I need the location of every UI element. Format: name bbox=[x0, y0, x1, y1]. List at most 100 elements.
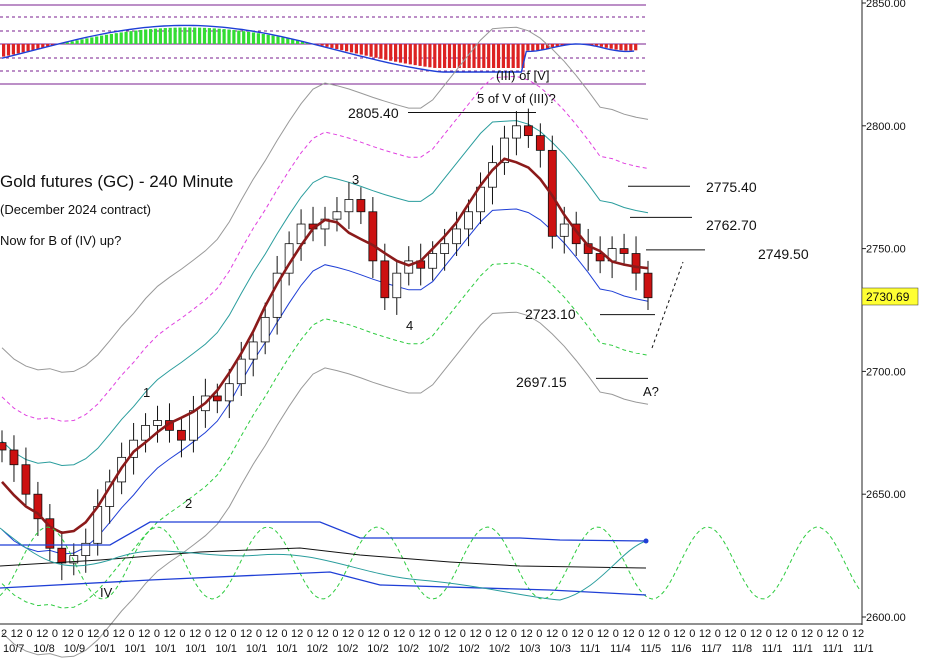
candle-body bbox=[428, 253, 438, 269]
oscillator-bar bbox=[75, 40, 79, 44]
time-tick-label: 0 bbox=[766, 628, 772, 640]
oscillator-bar bbox=[2, 44, 6, 57]
oscillator-bar bbox=[286, 38, 290, 44]
date-tick-label: 10/1 bbox=[276, 643, 297, 655]
oscillator-bar bbox=[65, 42, 69, 44]
candle-body bbox=[643, 272, 653, 299]
oscillator-bar bbox=[511, 44, 515, 68]
oscillator-bar bbox=[418, 44, 422, 66]
oscillator-bar bbox=[433, 44, 437, 68]
oscillator-bar bbox=[349, 44, 354, 53]
oscillator-bar bbox=[26, 44, 30, 52]
time-tick-label: 12 bbox=[724, 628, 736, 640]
oscillator-bar bbox=[447, 44, 452, 68]
oscillator-bar bbox=[555, 44, 559, 47]
candle-body bbox=[57, 547, 67, 564]
oscillator-bar bbox=[6, 44, 11, 56]
time-tick-label: 0 bbox=[256, 628, 262, 640]
time-tick-label: 12 bbox=[571, 628, 583, 640]
time-tick-label: 12 bbox=[648, 628, 660, 640]
candle-body bbox=[212, 395, 222, 402]
oscillator-bar bbox=[423, 44, 427, 67]
date-tick-label: 10/3 bbox=[549, 643, 570, 655]
level-label-2762: 2762.70 bbox=[706, 217, 757, 233]
candle-body bbox=[619, 248, 629, 254]
oscillator-bar bbox=[545, 44, 550, 49]
oscillator-bar bbox=[619, 44, 623, 51]
oscillator-bar bbox=[462, 44, 466, 68]
oscillator-bar bbox=[624, 44, 628, 51]
oscillator-bar bbox=[16, 44, 20, 54]
date-tick-label: 11/1 bbox=[853, 643, 874, 655]
oscillator-bar bbox=[374, 44, 378, 58]
time-tick-label: 12 bbox=[546, 628, 558, 640]
oscillator-bar bbox=[501, 44, 505, 68]
upper-gray-band bbox=[1, 26, 649, 373]
time-tick-label: 0 bbox=[689, 628, 695, 640]
candle-body bbox=[248, 341, 258, 360]
time-axis: 2 12 0 12 0 12 0 12 0 12 0 12 0 12 0 12 0 12 0 12 0 12 0 12 0 12 0… bbox=[0, 623, 874, 655]
price-tick-label: 2700.00 bbox=[866, 366, 906, 378]
oscillator-bar bbox=[90, 37, 94, 44]
oscillator-bar bbox=[516, 44, 520, 68]
oscillator-bar bbox=[526, 44, 530, 51]
candle-body bbox=[547, 149, 557, 237]
oscillator-bar bbox=[36, 44, 40, 49]
oscillator-panel bbox=[0, 4, 646, 85]
time-tick-label: 0 bbox=[179, 628, 185, 640]
time-tick-label: 0 bbox=[817, 628, 823, 640]
candle-body bbox=[344, 199, 354, 213]
level-label-2697: 2697.15 bbox=[516, 374, 567, 390]
oscillator-bar bbox=[198, 27, 202, 44]
oscillator-bar bbox=[158, 28, 162, 44]
price-axis: 2600.00 2650.00 2700.00 2750.00 2800.00 2850.… bbox=[861, 0, 906, 625]
oscillator-bar bbox=[590, 44, 594, 45]
time-tick-label: 0 bbox=[842, 628, 848, 640]
wave-label-a: A? bbox=[643, 384, 659, 399]
oscillator-bar bbox=[266, 34, 270, 44]
wave-label-5-of-v: 5 of V of (III)? bbox=[477, 91, 556, 106]
oscillator-bar bbox=[335, 44, 339, 50]
oscillator-bar bbox=[359, 44, 363, 55]
time-tick-label: 0 bbox=[358, 628, 364, 640]
oscillator-bar bbox=[124, 31, 128, 44]
candle-body bbox=[272, 272, 282, 318]
time-tick-label: 12 bbox=[215, 628, 227, 640]
time-tick-label: 0 bbox=[587, 628, 593, 640]
chart-note: Now for B of (IV) up? bbox=[0, 233, 121, 248]
time-tick-label: 12 bbox=[419, 628, 431, 640]
lower-green-band bbox=[1, 262, 649, 609]
time-tick-label: 12 bbox=[673, 628, 685, 640]
time-tick-label: 0 bbox=[230, 628, 236, 640]
time-tick-label: 12 bbox=[342, 628, 354, 640]
time-tick-label: 0 bbox=[281, 628, 287, 640]
time-tick-label: 0 bbox=[409, 628, 415, 640]
oscillator-bar bbox=[276, 36, 280, 44]
candle-body bbox=[464, 211, 473, 230]
oscillator-bar bbox=[271, 35, 275, 44]
time-tick-label: 0 bbox=[536, 628, 542, 640]
oscillator-bar bbox=[320, 44, 324, 46]
wave-label-4: 4 bbox=[406, 318, 413, 333]
oscillator-bar bbox=[300, 41, 305, 44]
candle-body bbox=[189, 410, 198, 441]
oscillator-bar bbox=[281, 37, 285, 44]
oscillator-bar bbox=[477, 44, 481, 68]
cycle-teal-line bbox=[0, 527, 647, 601]
oscillator-bar bbox=[256, 33, 260, 44]
oscillator-bar bbox=[315, 44, 319, 45]
oscillator-bar bbox=[506, 44, 510, 68]
oscillator-bar bbox=[550, 44, 554, 48]
price-tick-label: 2850.00 bbox=[866, 0, 906, 10]
time-tick-label: 12 bbox=[469, 628, 481, 640]
cycle-blue-lower bbox=[0, 571, 647, 596]
level-label-2723: 2723.10 bbox=[525, 306, 576, 322]
oscillator-bar bbox=[521, 44, 525, 68]
oscillator-bar bbox=[394, 44, 398, 62]
candle-body bbox=[224, 383, 234, 402]
level-label-2805: 2805.40 bbox=[348, 105, 399, 121]
oscillator-bar bbox=[452, 44, 456, 68]
oscillator-bar bbox=[227, 29, 231, 44]
time-tick-label: 12 bbox=[750, 628, 762, 640]
